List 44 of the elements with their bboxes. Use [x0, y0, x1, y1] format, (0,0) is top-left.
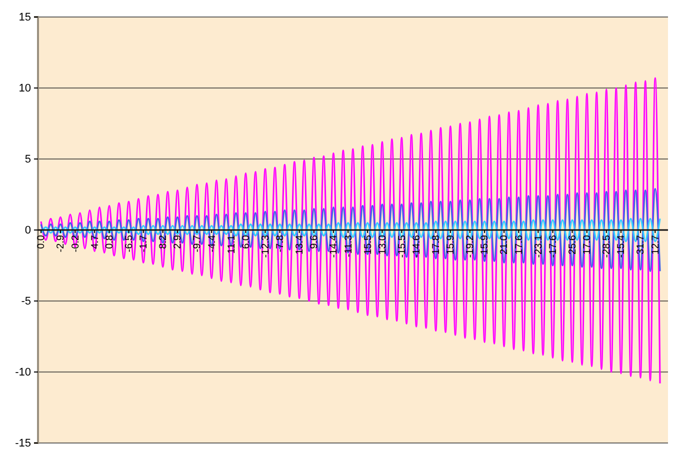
x-tick-label: -17.6	[548, 234, 559, 258]
x-tick-label: -11.3	[343, 234, 354, 258]
x-tick-label: 17.8	[430, 234, 442, 254]
y-tick-label: -15	[15, 438, 31, 450]
x-tick-label: 9.6	[309, 234, 320, 249]
x-tick-label: 15.9	[446, 234, 457, 254]
x-tick-label: -9.7	[192, 234, 204, 252]
x-tick-label: 0.8	[104, 234, 116, 249]
x-tick-label: 12.7	[650, 234, 662, 254]
x-tick-label: -6.5	[124, 234, 135, 252]
x-tick-label: -2.9	[56, 234, 67, 252]
x-tick-label: -23.1	[533, 234, 544, 258]
x-tick-label: 15.5	[362, 234, 374, 254]
x-tick-label: 31.7	[636, 234, 647, 254]
x-tick-label: -7.8	[275, 234, 286, 252]
y-tick-label: -5	[21, 296, 31, 308]
y-tick-label: 5	[24, 154, 31, 166]
x-tick-label: -15.4	[616, 234, 628, 258]
x-tick-label: -4.4	[206, 234, 218, 252]
x-tick-label: 17.6	[514, 234, 525, 254]
x-tick-label: -1.7	[138, 234, 150, 252]
x-tick-label: 6.0	[240, 234, 252, 249]
y-tick-label: 10	[18, 82, 31, 95]
x-tick-label: 0.0	[36, 234, 48, 249]
x-tick-label: -0.2	[70, 234, 82, 252]
x-tick-label: -12.3	[260, 234, 272, 258]
x-tick-label: -19.2	[465, 234, 476, 258]
x-tick-label: -15.5	[396, 234, 408, 258]
x-tick-label: -15.9	[480, 234, 491, 258]
x-tick-label: 8.2	[158, 234, 170, 249]
x-tick-label: 2.9	[172, 234, 184, 249]
x-tick-label: 11.1	[226, 234, 238, 254]
x-tick-label: -14.6	[412, 234, 422, 258]
y-tick-label: 15	[18, 12, 31, 24]
x-tick-label: 17.0	[582, 234, 594, 254]
x-tick-label: 21.0	[499, 234, 510, 254]
y-tick-label: 0	[24, 224, 31, 237]
x-tick-label: -14.4	[328, 234, 340, 258]
y-tick-label: -10	[15, 366, 31, 379]
x-tick-label: 25.6	[567, 234, 578, 254]
x-tick-label: 13.0	[377, 234, 388, 254]
x-tick-label: -28.5	[602, 234, 613, 258]
x-tick-label: 13.4	[294, 234, 306, 254]
x-tick-label: 4.7	[90, 234, 101, 249]
